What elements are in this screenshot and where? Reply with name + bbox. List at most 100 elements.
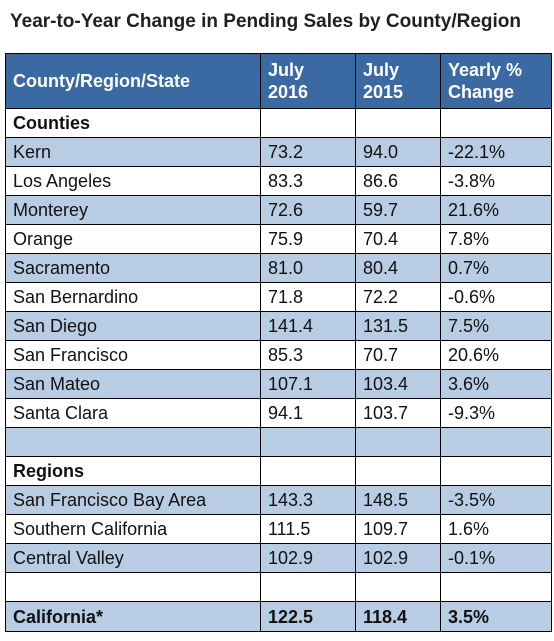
cell-july-2015: 86.6 — [355, 166, 441, 196]
section-label: Counties — [5, 108, 261, 138]
cell-july-2015: 70.7 — [355, 340, 441, 370]
cell-yearly-change — [440, 456, 552, 486]
table-row: San Mateo 107.1 103.4 3.6% — [5, 369, 552, 399]
cell-yearly-change — [440, 108, 552, 138]
cell-yearly-change — [440, 572, 552, 602]
cell-july-2016: 81.0 — [260, 253, 356, 283]
table-title: Year-to-Year Change in Pending Sales by … — [10, 11, 521, 32]
table-row: Central Valley 102.9 102.9 -0.1% — [5, 543, 552, 573]
cell-july-2016: 85.3 — [260, 340, 356, 370]
cell-name: Kern — [5, 137, 261, 167]
cell-name: Santa Clara — [5, 398, 261, 428]
cell-name: Sacramento — [5, 253, 261, 283]
cell-yearly-change: 3.5% — [440, 601, 552, 632]
cell-july-2015: 131.5 — [355, 311, 441, 341]
cell-july-2016: 143.3 — [260, 485, 356, 515]
cell-july-2016: 71.8 — [260, 282, 356, 312]
header-yearly-change: Yearly % Change — [440, 53, 552, 109]
cell-yearly-change: 7.8% — [440, 224, 552, 254]
header-july-2015: July 2015 — [355, 53, 441, 109]
spacer-row — [5, 572, 552, 602]
cell-july-2015: 94.0 — [355, 137, 441, 167]
cell-name — [5, 572, 261, 602]
section-header-row: Counties — [5, 108, 552, 138]
cell-yearly-change: 0.7% — [440, 253, 552, 283]
cell-july-2015 — [355, 108, 441, 138]
table-header: County/Region/State July 2016 July 2015 Ye… — [5, 53, 552, 109]
table-row: Sacramento 81.0 80.4 0.7% — [5, 253, 552, 283]
cell-name — [5, 427, 261, 457]
cell-name: Central Valley — [5, 543, 261, 573]
cell-july-2015: 148.5 — [355, 485, 441, 515]
cell-yearly-change: -22.1% — [440, 137, 552, 167]
section-label: Regions — [5, 456, 261, 486]
cell-name: California* — [5, 601, 261, 632]
cell-july-2016 — [260, 572, 356, 602]
cell-july-2015: 72.2 — [355, 282, 441, 312]
cell-july-2015: 59.7 — [355, 195, 441, 225]
cell-july-2016: 83.3 — [260, 166, 356, 196]
spacer-row — [5, 427, 552, 457]
cell-july-2016: 141.4 — [260, 311, 356, 341]
table-row: Los Angeles 83.3 86.6 -3.8% — [5, 166, 552, 196]
cell-july-2015: 103.4 — [355, 369, 441, 399]
table-body: Counties Kern 73.2 94.0 -22.1% Los Angeles 83.… — [5, 108, 552, 632]
cell-july-2015 — [355, 456, 441, 486]
cell-yearly-change: -3.5% — [440, 485, 552, 515]
cell-july-2016: 111.5 — [260, 514, 356, 544]
cell-july-2016: 122.5 — [260, 601, 356, 632]
table-row: Santa Clara 94.1 103.7 -9.3% — [5, 398, 552, 428]
cell-july-2015: 102.9 — [355, 543, 441, 573]
cell-july-2016: 102.9 — [260, 543, 356, 573]
cell-yearly-change: 1.6% — [440, 514, 552, 544]
table-row: San Francisco Bay Area 143.3 148.5 -3.5% — [5, 485, 552, 515]
cell-july-2015: 109.7 — [355, 514, 441, 544]
table-row: San Diego 141.4 131.5 7.5% — [5, 311, 552, 341]
cell-name: Orange — [5, 224, 261, 254]
total-row: California* 122.5 118.4 3.5% — [5, 601, 552, 632]
cell-july-2016: 107.1 — [260, 369, 356, 399]
cell-july-2016 — [260, 456, 356, 486]
pending-sales-table: County/Region/State July 2016 July 2015 Ye… — [5, 53, 552, 632]
table-row: San Francisco 85.3 70.7 20.6% — [5, 340, 552, 370]
cell-name: San Bernardino — [5, 282, 261, 312]
cell-july-2016 — [260, 427, 356, 457]
cell-name: Monterey — [5, 195, 261, 225]
cell-july-2015 — [355, 572, 441, 602]
header-county-region-state: County/Region/State — [5, 53, 261, 109]
cell-name: San Diego — [5, 311, 261, 341]
cell-name: Los Angeles — [5, 166, 261, 196]
cell-july-2015: 70.4 — [355, 224, 441, 254]
cell-yearly-change: -0.1% — [440, 543, 552, 573]
cell-name: San Francisco — [5, 340, 261, 370]
cell-yearly-change: -0.6% — [440, 282, 552, 312]
header-row: County/Region/State July 2016 July 2015 Ye… — [5, 53, 552, 109]
cell-july-2015: 103.7 — [355, 398, 441, 428]
cell-yearly-change: 3.6% — [440, 369, 552, 399]
table-row: Orange 75.9 70.4 7.8% — [5, 224, 552, 254]
table-row: Monterey 72.6 59.7 21.6% — [5, 195, 552, 225]
table-row: Kern 73.2 94.0 -22.1% — [5, 137, 552, 167]
table-row: Southern California 111.5 109.7 1.6% — [5, 514, 552, 544]
table-row: San Bernardino 71.8 72.2 -0.6% — [5, 282, 552, 312]
cell-yearly-change: -9.3% — [440, 398, 552, 428]
cell-july-2016: 75.9 — [260, 224, 356, 254]
cell-yearly-change: 7.5% — [440, 311, 552, 341]
cell-july-2016: 94.1 — [260, 398, 356, 428]
cell-july-2015 — [355, 427, 441, 457]
cell-yearly-change — [440, 427, 552, 457]
header-july-2016: July 2016 — [260, 53, 356, 109]
cell-july-2016: 73.2 — [260, 137, 356, 167]
cell-name: Southern California — [5, 514, 261, 544]
section-header-row: Regions — [5, 456, 552, 486]
cell-july-2015: 118.4 — [355, 601, 441, 632]
cell-july-2016: 72.6 — [260, 195, 356, 225]
cell-name: San Mateo — [5, 369, 261, 399]
cell-name: San Francisco Bay Area — [5, 485, 261, 515]
cell-july-2015: 80.4 — [355, 253, 441, 283]
cell-july-2016 — [260, 108, 356, 138]
cell-yearly-change: -3.8% — [440, 166, 552, 196]
cell-yearly-change: 21.6% — [440, 195, 552, 225]
cell-yearly-change: 20.6% — [440, 340, 552, 370]
